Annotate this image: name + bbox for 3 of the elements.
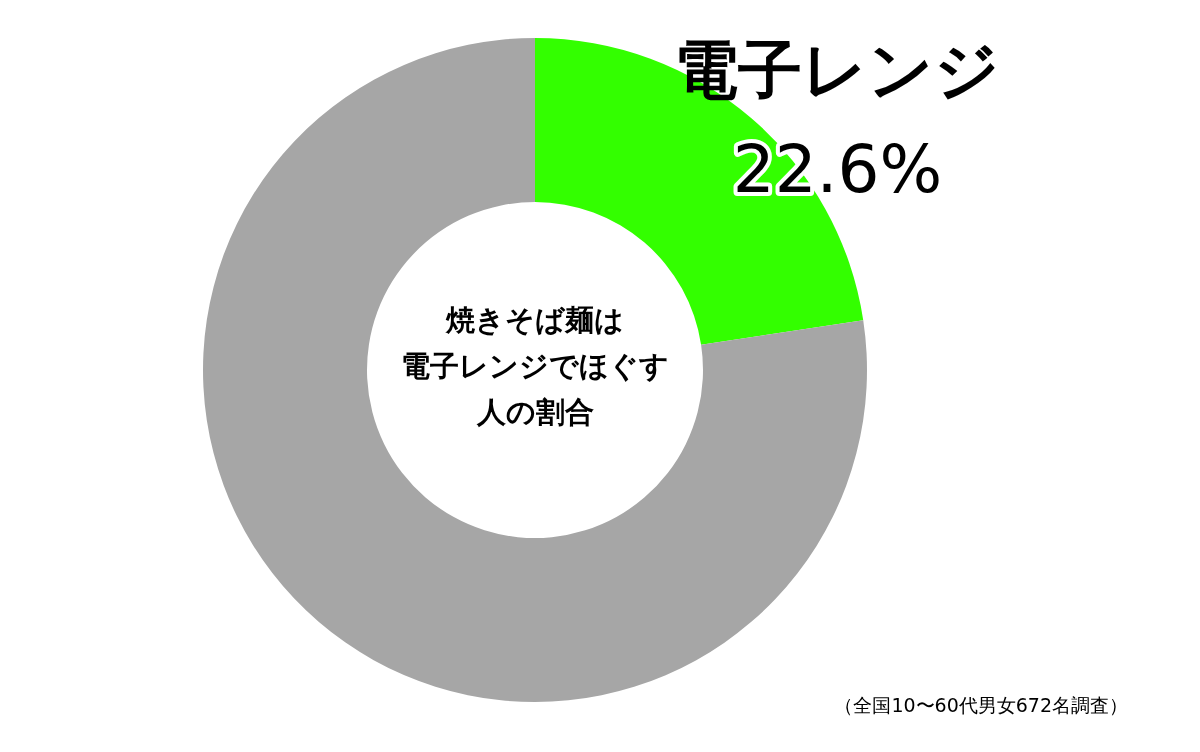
text: （全国10〜60代男女672名調査） [834,694,1128,716]
text: 焼きそば麺は電子レンジでほぐす人の割合 [401,303,669,429]
slice-label: 電子レンジ [674,33,1001,107]
